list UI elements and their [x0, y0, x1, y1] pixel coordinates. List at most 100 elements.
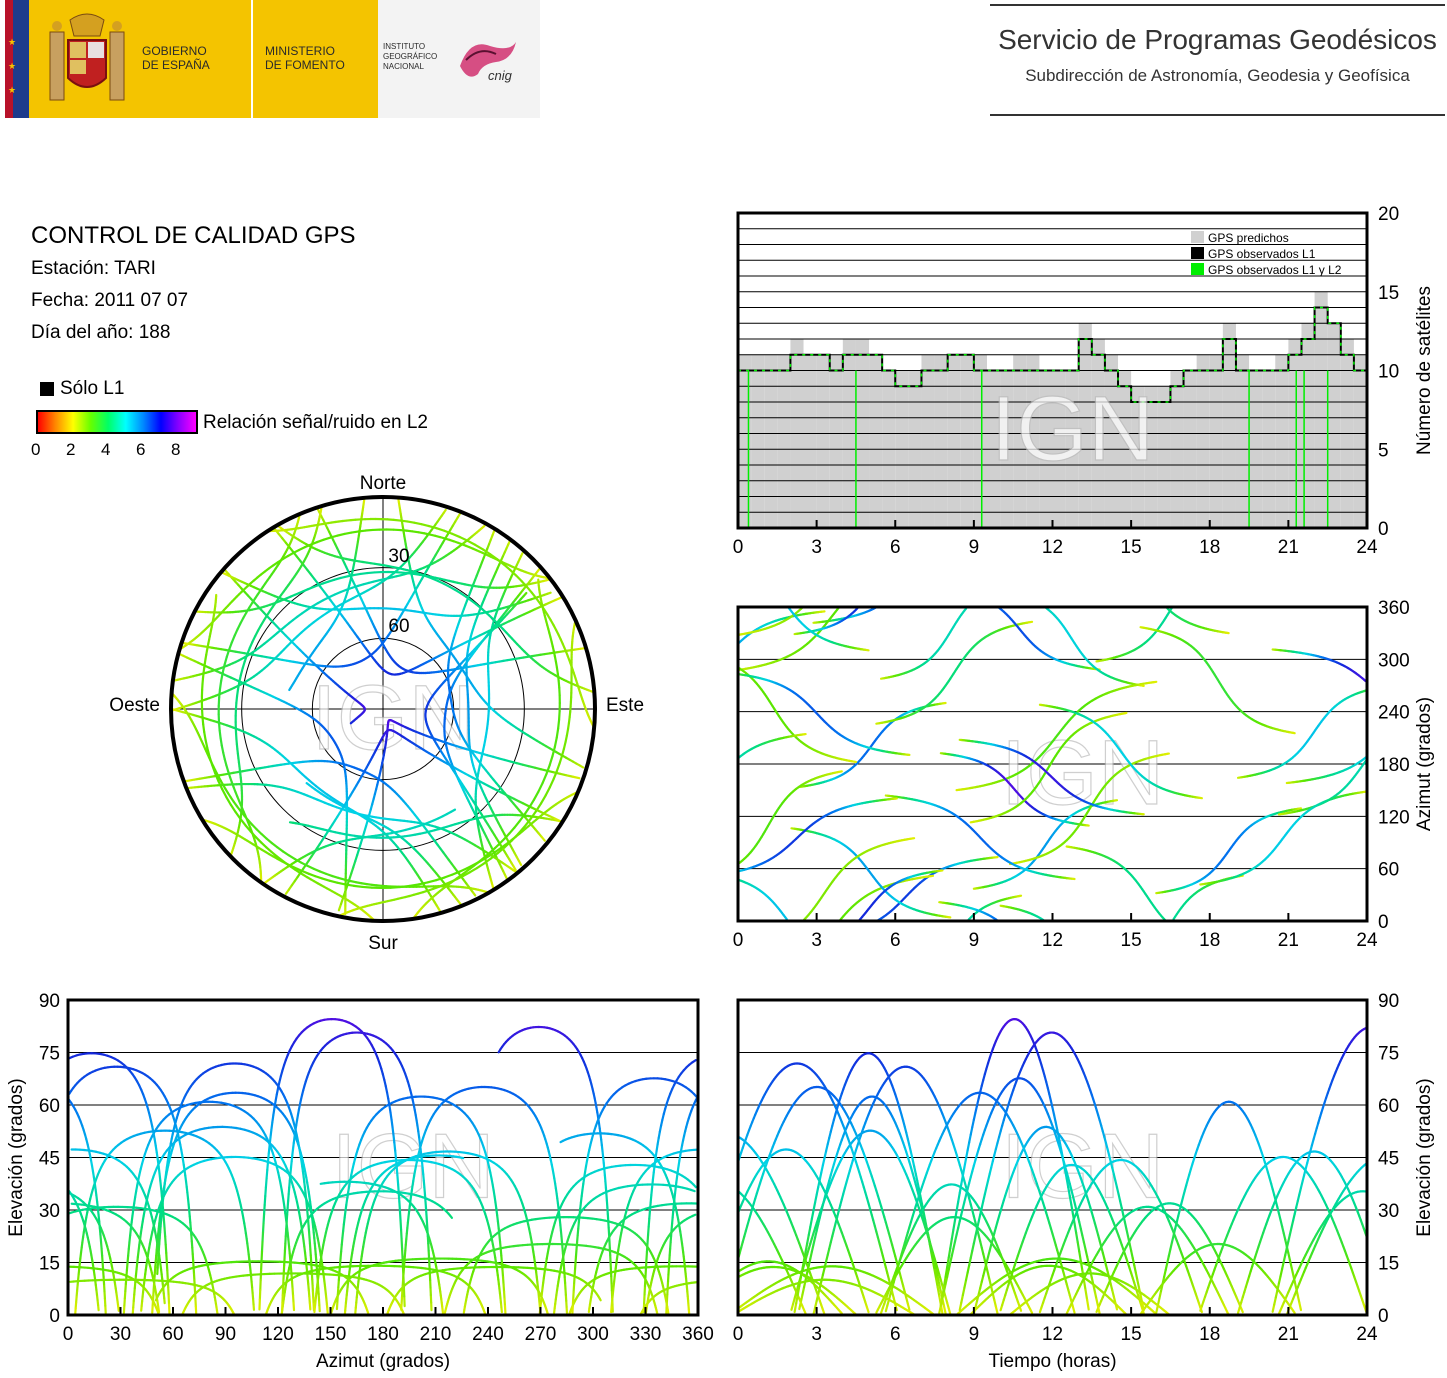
- l1-only-swatch: [40, 382, 54, 396]
- colorbar-tick: 2: [66, 440, 76, 459]
- day-of-year-label: Día del año: 188: [31, 322, 171, 343]
- observed-l1-l2-line: [738, 306, 1367, 403]
- y-tick-label: 10: [1378, 362, 1399, 383]
- colorbar-tick: 4: [101, 440, 111, 459]
- predicted-bar: [973, 354, 987, 528]
- logo-divider: [251, 0, 253, 118]
- satellite-track: [571, 775, 581, 780]
- predicted-bar: [1013, 354, 1027, 528]
- y-axis-label: Azimut (grados): [1414, 697, 1435, 831]
- predicted-bar: [869, 354, 883, 528]
- predicted-bar: [764, 354, 778, 528]
- y-tick-label: 15: [1378, 283, 1399, 304]
- predicted-bar: [1327, 323, 1341, 528]
- colorbar-tick: 0: [31, 440, 41, 459]
- legend-label: GPS observados L1 y L2: [1208, 263, 1342, 277]
- y-tick-label: 0: [1378, 519, 1389, 540]
- predicted-bar: [777, 354, 791, 528]
- legend-swatch: [1191, 247, 1204, 259]
- x-tick-label: 15: [1121, 537, 1142, 558]
- station-label: Estación: TARI: [31, 258, 156, 279]
- satellite-track: [218, 729, 222, 740]
- x-tick-label: 15: [1121, 930, 1142, 951]
- predicted-bar: [921, 354, 935, 528]
- predicted-bar: [816, 354, 830, 528]
- legend-label: GPS predichos: [1208, 231, 1289, 245]
- satellite-track: [217, 721, 221, 732]
- satellite-track: [963, 607, 968, 612]
- snr-label: Relación señal/ruido en L2: [203, 412, 428, 433]
- satellite-track: [349, 720, 354, 725]
- x-tick-label: 24: [1356, 537, 1378, 558]
- colorbar-tick: 8: [171, 440, 181, 459]
- x-tick-label: 18: [1199, 930, 1220, 951]
- x-tick-label: 21: [1278, 930, 1299, 951]
- eu-stars-icon: ★ ★ ★: [8, 37, 17, 95]
- y-tick-label: 5: [1378, 440, 1389, 461]
- x-tick-label: 0: [733, 537, 744, 558]
- y-tick-label: 360: [1378, 598, 1410, 619]
- cnig-logo-icon: cnig: [460, 42, 516, 83]
- predicted-bar: [1196, 354, 1210, 528]
- y-tick-label: 240: [1378, 703, 1410, 724]
- header-subtitle: Subdirección de Astronomía, Geodesia y G…: [1025, 66, 1410, 85]
- y-tick-label: 300: [1378, 650, 1410, 671]
- satellite-track: [201, 715, 205, 726]
- predicted-bar: [947, 354, 961, 528]
- flag-red-stripe: [5, 0, 13, 118]
- x-tick-label: 6: [890, 930, 901, 951]
- y-tick-label: 20: [1378, 204, 1399, 225]
- legend-label: GPS observados L1: [1208, 247, 1316, 261]
- y-tick-label: 0: [1378, 912, 1389, 933]
- header-title: Servicio de Programas Geodésicos: [998, 24, 1437, 55]
- ministry-label: MINISTERIO DE FOMENTO: [265, 44, 345, 72]
- x-tick-label: 18: [1199, 537, 1220, 558]
- satellite-track: [202, 723, 206, 734]
- predicted-bar: [960, 354, 974, 528]
- satellite-track: [203, 730, 207, 741]
- l1-only-label: Sólo L1: [60, 378, 125, 399]
- predicted-bar: [1235, 354, 1250, 528]
- predicted-bar: [1104, 354, 1119, 528]
- coat-of-arms-icon: [49, 13, 125, 101]
- predicted-bar: [1026, 354, 1040, 528]
- predicted-bar: [1131, 386, 1145, 528]
- predicted-bar: [751, 354, 765, 528]
- report-title: CONTROL DE CALIDAD GPS: [31, 222, 356, 249]
- x-tick-label: 6: [890, 537, 901, 558]
- satellite-track: [219, 736, 223, 747]
- predicted-bar: [934, 354, 948, 528]
- header-rule-bottom: [990, 114, 1445, 116]
- x-tick-label: 21: [1278, 537, 1299, 558]
- satellite-track: [784, 916, 788, 921]
- x-tick-label: 9: [969, 930, 980, 951]
- predicted-bar: [829, 354, 843, 528]
- date-label: Fecha: 2011 07 07: [31, 290, 189, 311]
- snr-colorbar: [36, 410, 198, 434]
- satellite-count-chart: IGN GPS predichos GPS observados L1 GPS obs…: [733, 204, 1435, 558]
- y-tick-label: 120: [1378, 807, 1410, 828]
- predicted-bar: [803, 354, 817, 528]
- satellite-track: [218, 679, 223, 691]
- government-label: GOBIERNO DE ESPAÑA: [142, 44, 210, 72]
- x-tick-label: 12: [1042, 930, 1063, 951]
- x-tick-label: 24: [1356, 930, 1378, 951]
- header-rule-top: [990, 4, 1445, 6]
- predicted-bar: [1157, 386, 1171, 528]
- predicted-bar: [1353, 354, 1367, 528]
- institute-label: INSTITUTO GEOGRÁFICO NACIONAL: [383, 42, 438, 71]
- predicted-bar: [1275, 354, 1289, 528]
- satellite-track: [544, 578, 550, 582]
- y-tick-label: 180: [1378, 755, 1410, 776]
- x-tick-label: 12: [1042, 537, 1063, 558]
- eu-flag-bar: [13, 0, 29, 118]
- predicted-bar: [1144, 386, 1158, 528]
- legend-swatch: [1191, 231, 1204, 243]
- x-tick-label: 9: [969, 537, 980, 558]
- x-tick-label: 3: [811, 537, 822, 558]
- predicted-bar: [1222, 323, 1236, 528]
- predicted-bar: [1078, 323, 1092, 528]
